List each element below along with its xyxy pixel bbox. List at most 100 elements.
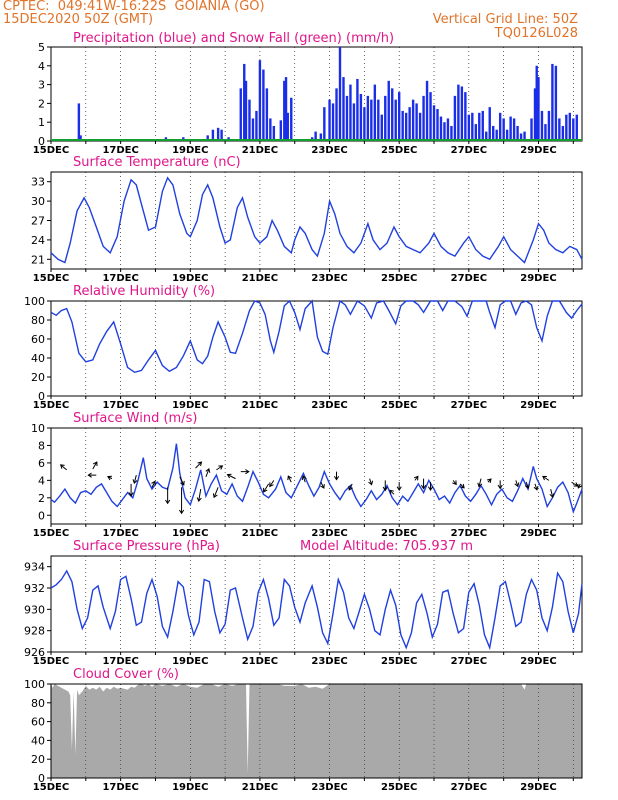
precip-ytick-label: 4 [38, 60, 45, 73]
precip-bar [432, 105, 436, 141]
pres-xtick-label: 17DEC [102, 656, 138, 667]
wind-arrow [542, 475, 550, 481]
precip-bar [415, 103, 418, 141]
precip-xtick-label: 29DEC [520, 145, 556, 156]
precip-bar [565, 114, 568, 141]
wind-arrow-head [263, 487, 268, 493]
cloud-cover-area [51, 684, 582, 778]
rh-ytick-label: 100 [24, 295, 45, 308]
wind-arrow-head [477, 482, 483, 488]
wind-arrow-head [218, 465, 224, 470]
wind-arrow-head [151, 480, 156, 486]
wind-arrow-head [180, 480, 185, 486]
pres-title: Surface Pressure (hPa) [73, 539, 220, 554]
temp-xtick-label: 29DEC [520, 273, 556, 284]
precip-bar [370, 99, 373, 141]
wind-arrow-head [382, 486, 388, 492]
pres-xtick-label: 29DEC [520, 656, 556, 667]
wind-arrow-head [92, 461, 98, 467]
precip-bar [495, 129, 498, 141]
rh-title: Relative Humidity (%) [73, 284, 215, 299]
precip-bar [401, 110, 404, 141]
cloud-ytick-label: 0 [38, 772, 45, 785]
header-datetime: 15DEC2020 50Z (GMT) [3, 12, 154, 27]
precip-bar [551, 63, 554, 141]
wind-xtick-label: 29DEC [520, 528, 556, 539]
wind-arrow-head [245, 469, 250, 475]
wind-series-line [50, 443, 583, 514]
cloud-title: Cloud Cover (%) [73, 667, 179, 682]
wind-arrow-head [497, 484, 503, 490]
precip-bar [359, 94, 363, 141]
precip-bar [561, 125, 565, 141]
rh-ytick-label: 80 [31, 314, 45, 327]
precip-ytick-label: 0 [38, 135, 45, 148]
precip-bar [485, 131, 488, 141]
wind-arrow [205, 468, 210, 478]
wind-arrow-head [573, 482, 579, 487]
precip-bar [523, 131, 526, 141]
precip-ytick-label: 1 [38, 116, 45, 129]
rh-frame [50, 300, 583, 397]
pres-xtick-label: 19DEC [172, 656, 208, 667]
wind-arrow-head [577, 483, 582, 489]
precip-bar [467, 114, 471, 141]
temp-ytick-label: 21 [31, 253, 45, 266]
temp-xtick-label: 25DEC [381, 273, 417, 284]
header-grid-note: Vertical Grid Line: 50Z [432, 12, 578, 27]
wind-arrow [151, 481, 156, 488]
precip-bar [568, 112, 572, 141]
cloud-xtick-label: 29DEC [520, 782, 556, 793]
cloud-ytick-label: 80 [31, 697, 45, 710]
wind-panel: Surface Wind (m/s) 0 2 4 6 8 10 15DEC 17DEC 19DEC… [31, 411, 583, 539]
wind-arrow [515, 480, 519, 487]
cloud-panel: Cloud Cover (%) 0 20 40 60 80 100 15DEC 17DEC 19D… [24, 667, 583, 793]
pres-extra-label: Model Altitude: 705.937 m [300, 539, 473, 554]
pres-ytick-label: 934 [24, 561, 45, 574]
precip-bar [220, 129, 223, 141]
precip-bar [345, 95, 349, 141]
wind-xtick-label: 19DEC [172, 528, 208, 539]
precip-bar [408, 107, 411, 141]
precip-bar [265, 88, 269, 141]
precip-bar [537, 77, 540, 141]
precip-bar [290, 97, 293, 141]
rh-xtick-label: 25DEC [381, 400, 417, 411]
precip-bar [216, 127, 220, 141]
wind-arrow [60, 464, 67, 471]
pres-xtick-label: 25DEC [381, 656, 417, 667]
precip-bar [251, 118, 255, 141]
precip-bar [540, 110, 544, 141]
precip-bar [572, 118, 575, 141]
pres-panel: Surface Pressure (hPa) Model Altitude: 70… [24, 539, 583, 667]
precip-bar [244, 80, 248, 141]
precip-bar [269, 118, 272, 141]
precip-bar [279, 120, 283, 141]
wind-xtick-label: 17DEC [102, 528, 138, 539]
precip-bar [272, 125, 276, 141]
temp-series-line [50, 176, 583, 264]
wind-arrow-head [226, 473, 232, 479]
rh-ytick-label: 60 [31, 333, 45, 346]
precip-bar [363, 107, 366, 141]
wind-xtick-label: 27DEC [451, 528, 487, 539]
cloud-xtick-label: 21DEC [242, 782, 278, 793]
wind-arrow [348, 483, 353, 491]
precip-bar [554, 65, 558, 141]
wind-arrow [227, 474, 236, 480]
wind-arrow-head [413, 475, 419, 481]
rh-xtick-label: 15DEC [33, 400, 69, 411]
precip-bar [314, 131, 317, 141]
precip-bar [544, 124, 547, 141]
header-location: CPTEC: 049:41W-16:22S GOIANIA (GO) [3, 0, 265, 14]
temp-xtick-label: 23DEC [311, 273, 347, 284]
wind-arrow [550, 488, 554, 498]
wind-arrow-head [128, 492, 134, 497]
wind-arrow-head [427, 486, 434, 492]
precip-bar [394, 99, 397, 141]
wind-arrow [320, 481, 325, 489]
wind-arrow-head [452, 480, 457, 486]
wind-arrow-head [542, 475, 547, 481]
precip-bar [535, 65, 538, 141]
precip-bar [558, 118, 561, 141]
